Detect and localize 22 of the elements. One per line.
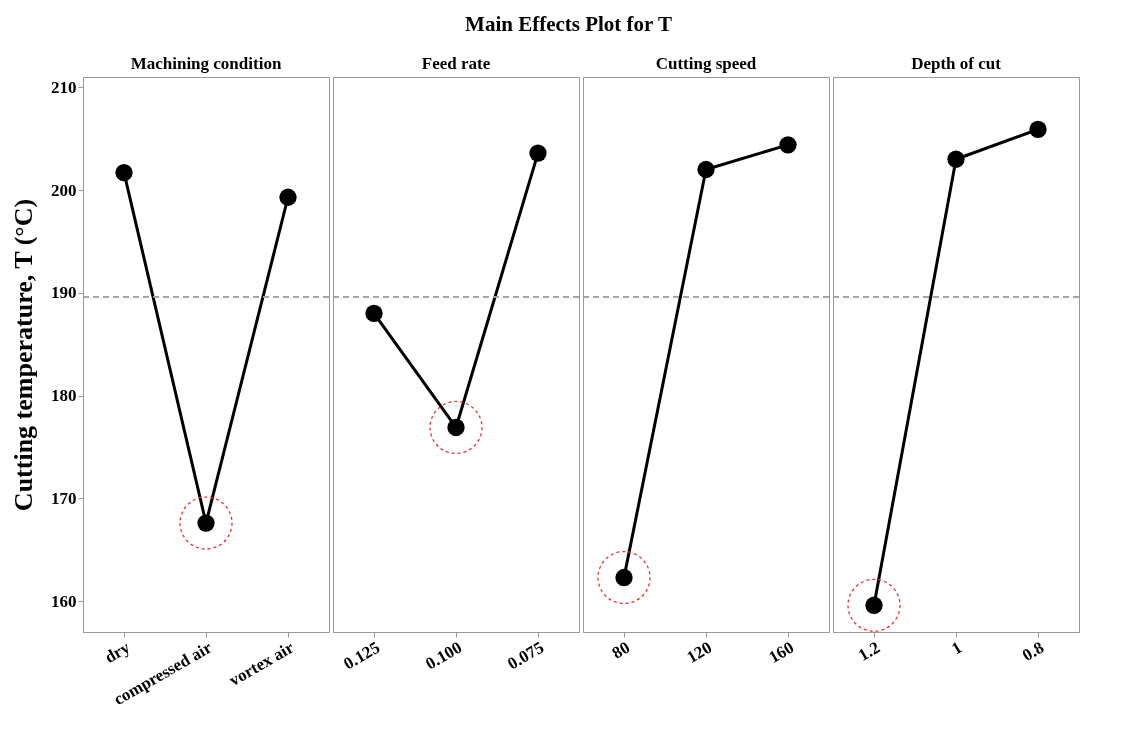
chart-subtitle: Feed rate	[421, 54, 491, 73]
y-tick-label: 170	[51, 488, 77, 508]
chart-subtitle: Machining condition	[130, 54, 282, 73]
y-tick-label: 180	[51, 386, 77, 406]
x-tick-label: 0.8	[1019, 637, 1047, 665]
x-tick-label: 0.100	[422, 637, 465, 674]
x-tick-label: 120	[683, 637, 715, 667]
text: Main Effects Plot for T	[464, 11, 673, 38]
x-tick-label: 0.125	[340, 637, 383, 674]
x-tick-label: 1	[948, 637, 965, 659]
x-tick-label: vortex air	[225, 637, 298, 690]
y-tick-label: 160	[51, 591, 77, 611]
x-tick-label: 1.2	[855, 637, 883, 665]
y-tick-label: 210	[51, 77, 77, 97]
chart-subtitle: Depth of cut	[911, 54, 1002, 73]
x-tick-label: 0.075	[504, 637, 547, 674]
chart-subtitle: Cutting speed	[655, 54, 757, 73]
y-tick-label: 200	[51, 180, 77, 200]
x-tick-label: 160	[765, 637, 797, 667]
x-tick-label: 80	[608, 637, 633, 663]
y-axis-title: Cutting temperature, T (°C)	[9, 198, 38, 512]
y-tick-label: 190	[51, 283, 77, 303]
